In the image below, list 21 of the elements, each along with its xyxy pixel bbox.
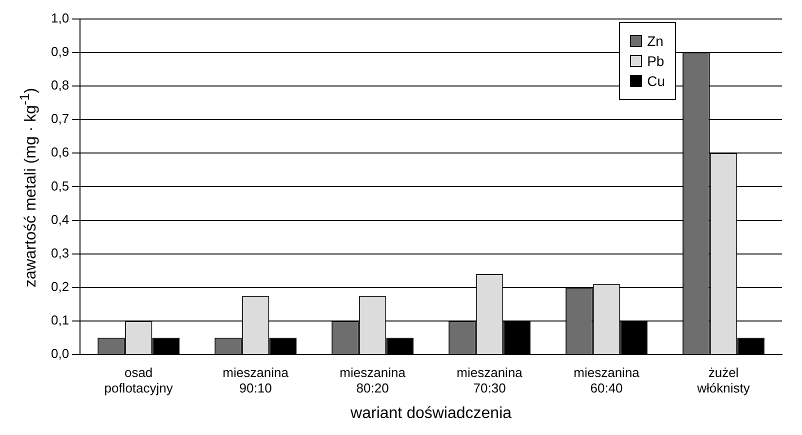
x-tick-label: osad poflotacyjny [104, 364, 174, 396]
x-tick-label: mieszanina 70:30 [456, 364, 524, 396]
x-tick-label: mieszanina 90:10 [222, 364, 290, 396]
legend-label: Zn [647, 33, 664, 49]
legend-label: Pb [647, 53, 664, 69]
x-axis-title: wariant doświadczenia [350, 404, 512, 422]
x-tick-label: żużel włóknisty [696, 364, 750, 396]
y-tick-label: 1,0 [50, 10, 70, 26]
y-tick-label: 0,3 [50, 245, 70, 260]
y-tick-label: 0,9 [50, 44, 70, 59]
x-tick-label: mieszanina 60:40 [574, 364, 640, 396]
y-tick-label: 0,6 [50, 144, 70, 160]
y-tick-label: 0,0 [50, 346, 70, 362]
y-tick-label: 0,7 [50, 111, 70, 126]
y-tick-label: 0,1 [50, 312, 70, 328]
y-tick-label: 0,8 [50, 78, 70, 93]
y-tick-label: 0,2 [50, 279, 70, 294]
x-tick-label: mieszanina 80:20 [340, 364, 406, 396]
y-tick-label: 0,4 [50, 212, 70, 227]
y-tick-label: 0,5 [50, 178, 70, 194]
legend-label: Cu [647, 73, 665, 89]
